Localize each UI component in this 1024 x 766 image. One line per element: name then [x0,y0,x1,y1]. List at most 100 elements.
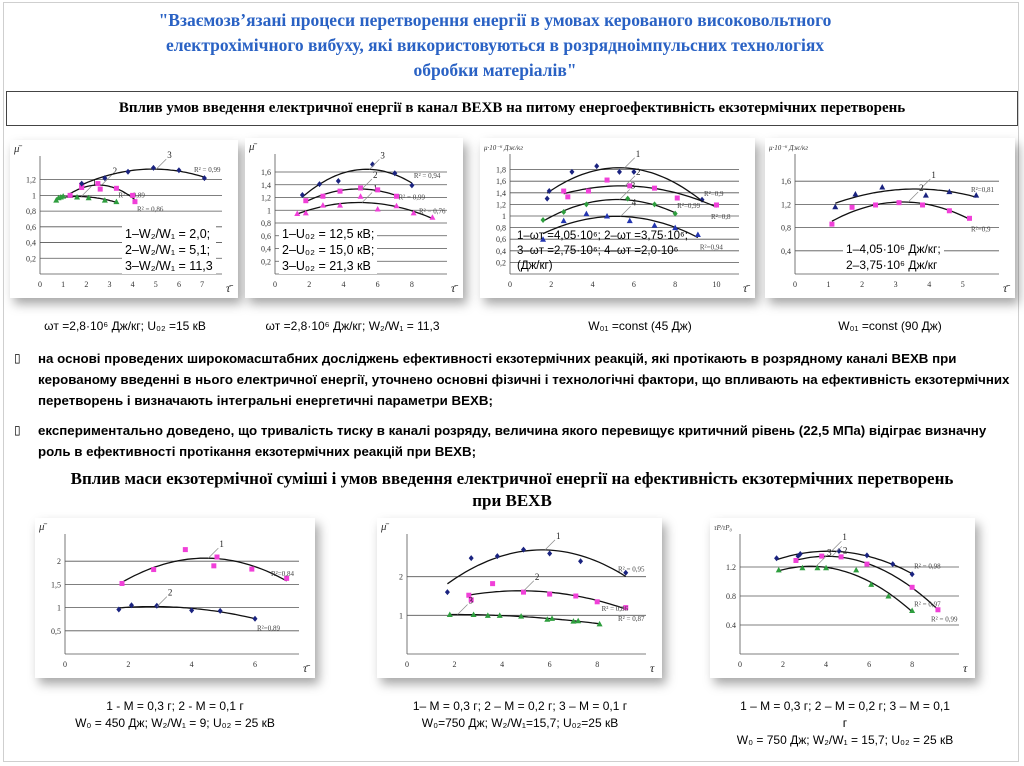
r-squared-label: R² = 0,76 [419,208,446,216]
chart-legend: 1–U₀₂ = 12,5 кВ; 2–U₀₂ = 15,0 кВ; 3–U₀₂ … [279,226,378,274]
chart-plot: 0,20,40,60,811,20 1 2 3 4 5 6 7μ̄τ̄1R² = 0,892R… [13,143,233,295]
legend-entry: 3–U₀₂ = 21,3 кВ [282,259,371,273]
r-squared-label: R²=0,8 [711,213,731,221]
chart6-caption: 1– M = 0,3 г; 2 – M = 0,2 г; 3 – M = 0,1… [385,698,655,732]
heading-line: Вплив маси екзотермічної суміші і умов в… [70,469,954,488]
data-point [374,205,381,212]
data-point [652,201,658,208]
label-leader [361,192,373,203]
data-point [578,558,584,565]
chart-legend: 1–ωт =4,05·10⁶; 2–ωт =3,75·10⁶; 3–ωт =2,… [514,229,691,274]
y-tick-label: 1 [267,206,271,215]
x-tick-label: 0 [738,660,742,669]
trend-curve [778,565,913,613]
label-leader [907,191,919,203]
data-point [394,193,400,199]
title-line: обробки матеріалів" [413,60,577,80]
data-point [74,193,81,200]
data-point [793,557,799,563]
caption-line: 1 - M = 0,3 г; 2 - M = 0,1 г [106,699,244,713]
data-point [113,185,119,191]
slide-frame [3,2,1019,762]
data-point [596,620,603,627]
data-point [575,617,582,624]
x-tick-label: 6 [177,280,181,289]
data-point [585,188,591,194]
data-point [370,161,376,168]
data-point [890,561,896,568]
data-point [623,569,629,576]
data-point [920,202,926,208]
series-label: 2 [113,166,118,176]
x-tick-label: 7 [200,280,204,289]
x-tick-label: 6 [548,660,552,669]
x-tick-label: 3 [107,280,111,289]
data-point [468,597,474,603]
data-point [546,188,552,195]
data-point [973,192,980,198]
title-line: електрохімічного вибуху, які використову… [165,35,825,55]
legend-entry: (Дж/кг) [517,260,553,272]
series-label: 3 [631,181,636,191]
legend-entry: 1–U₀₂ = 12,5 кВ; [282,227,375,241]
data-point [775,566,782,573]
data-point [569,168,575,175]
chart-mass-450j: 0,5 1 1,5 2 0 2 4 6 μ̄ τ̄ 1 R²=0,84 2 R²=0,89 [35,518,315,678]
y-tick-label: 0.4 [726,621,736,630]
data-point [484,612,491,618]
findings-list: ▯ на основі проведених широкомасштабних … [14,348,1014,471]
data-point [357,193,364,199]
data-point [375,187,381,193]
y-tick-label: 1,5 [51,580,61,589]
y-tick-label: 0,6 [261,232,271,241]
data-point [625,195,631,202]
y-axis-label: μ·10⁻⁶ Дж/кг [484,144,523,152]
y-tick-label: 1,6 [261,168,271,177]
series-label: 3 [827,547,832,557]
data-point [652,185,658,191]
data-point [154,602,160,609]
trend-curve [835,188,977,204]
label-leader [620,206,631,217]
caption-line: г [842,716,848,730]
r-squared-label: R²=0,94 [700,244,723,252]
legend-entry: 3–W₂/W₁ = 11,3 [125,259,213,273]
data-point [129,602,134,609]
data-point [853,566,860,573]
x-axis-label: τ̄ [1003,281,1010,295]
data-point [393,202,400,209]
x-tick-label: 0 [508,280,512,289]
slide-title: "Взаємозв’язані процеси перетворення ене… [60,8,930,83]
data-point [320,193,326,199]
y-tick-label: 2 [57,557,61,566]
data-point [694,231,701,238]
y-tick-label: 1.2 [726,563,736,572]
data-point [549,615,556,621]
y-axis-label: τP/τP₀ [714,524,733,532]
x-axis-label: τ̄ [303,661,310,675]
legend-entry: 1–4,05·10⁶ Дж/кг; [846,242,941,256]
x-axis-label: τ̄ [743,281,750,295]
data-point [561,188,567,194]
data-point [540,236,547,242]
x-tick-label: 0 [38,280,42,289]
x-tick-label: 1 [61,280,65,289]
data-point [631,168,637,175]
label-leader [831,546,843,557]
caption-line: W₀ = 450 Дж; W₂/W₁ = 9; U₀₂ = 25 кВ [75,716,275,730]
data-point [176,167,182,174]
data-point [560,217,567,224]
series-label: 1 [556,531,561,541]
label-leader [815,556,827,567]
data-point [909,607,916,613]
trend-curve [81,168,205,186]
data-point [838,554,844,560]
x-tick-label: 0 [63,660,67,669]
series-label: 3 [167,150,172,160]
data-point [604,213,611,219]
x-tick-label: 8 [673,280,677,289]
data-point [544,616,551,622]
x-axis-label: τ̄ [451,281,458,295]
data-point [85,194,92,201]
data-point [864,552,870,559]
